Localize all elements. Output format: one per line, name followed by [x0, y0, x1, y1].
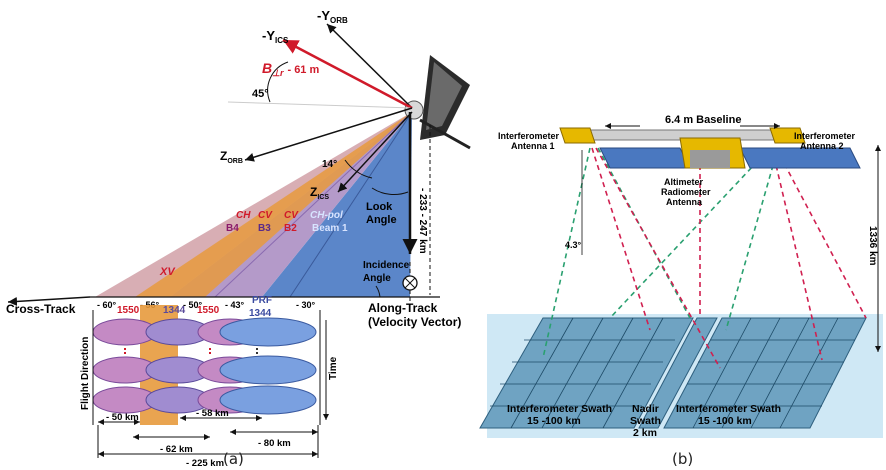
swath-right-label-2: 15 -100 km	[698, 415, 752, 427]
angle-4-3-label: 4.3°	[565, 240, 582, 250]
flight-direction-label: Flight Direction	[80, 337, 91, 410]
along-track-label-1: Along-Track	[368, 301, 438, 315]
swath-left-label-2: 15 -100 km	[527, 415, 581, 427]
swath-left-label-1: Interferometer Swath	[507, 403, 612, 415]
z-orb-label: ZORB	[220, 149, 243, 165]
prf-1344-a: 1344	[163, 305, 186, 316]
angle-tick-60: - 60°	[97, 300, 117, 310]
cross-track-label: Cross-Track	[6, 302, 76, 316]
height-1336-label: 1336 km	[867, 226, 878, 266]
baseline-label: 6.4 m Baseline	[665, 114, 741, 126]
swath-right-grid	[663, 317, 867, 429]
altimeter-label-3: Antenna	[666, 197, 703, 207]
beam-b4-pol: CH	[236, 210, 251, 221]
dist-58-km: - 58 km	[196, 408, 229, 419]
beam-fan-orange	[135, 112, 412, 297]
z-ics-label: ZICS	[310, 185, 329, 201]
angle-tick-30: - 30°	[296, 300, 316, 310]
antenna-2-label-2: Antenna 2	[800, 141, 844, 151]
nadir-label-2: Swath	[630, 415, 661, 427]
along-track-label-2: (Velocity Vector)	[368, 315, 461, 329]
beam-b2-pol: CV	[284, 210, 299, 221]
footprint-diagram	[92, 305, 329, 425]
beam-b2-label: B2	[284, 223, 297, 234]
b-perp-label: B⊥r - 61 m	[262, 60, 319, 78]
panel-b: 6.4 m Baseline Interferometer Antenna 1 …	[479, 114, 883, 439]
beam-fan-pink	[95, 112, 412, 297]
dist-62-km: - 62 km	[160, 444, 193, 455]
look-angle-label-2: Angle	[366, 214, 397, 226]
nadir-label-1: Nadir	[632, 403, 659, 415]
incidence-angle-label-1: Incidence	[363, 260, 410, 271]
look-angle-label-1: Look	[366, 201, 393, 213]
altimeter-label-1: Altimeter	[664, 177, 704, 187]
prf-1550-a: 1550	[117, 305, 140, 316]
beam-xv-label: XV	[159, 266, 176, 278]
altimeter-label-2: Radiometer	[661, 187, 711, 197]
incidence-angle-label-2: Angle	[363, 273, 391, 284]
swath-left-grid	[479, 317, 694, 429]
antenna-1-label-1: Interferometer	[498, 131, 560, 141]
altitude-range-label: - 233 - 247 km	[417, 188, 428, 254]
prf-label: PRF	[252, 295, 272, 306]
panel-a: -YORB -YICS B⊥r - 61 m 45° ZORB 14° ZICS …	[6, 8, 471, 469]
satellite-b	[559, 127, 861, 169]
dist-225-km: - 225 km	[186, 458, 224, 469]
angle-tick-50: - 50°	[183, 300, 203, 310]
time-label: Time	[328, 356, 339, 380]
prf-1550-b: 1550	[197, 305, 220, 316]
swath-right-label-1: Interferometer Swath	[676, 403, 781, 415]
dist-80-km: - 80 km	[258, 438, 291, 449]
angle-14-label: 14°	[322, 159, 337, 170]
beam-b3-pol: CV	[258, 210, 273, 221]
beam-1-pol: CH-pol	[310, 210, 343, 221]
beam-b3-label: B3	[258, 223, 271, 234]
nadir-swath	[638, 317, 718, 429]
prf-1344-b: 1344	[249, 308, 272, 319]
y-ics-label: -YICS	[262, 28, 289, 45]
angle-tick-43: - 43°	[225, 300, 245, 310]
antenna-1-label-2: Antenna 1	[511, 141, 555, 151]
antenna-2-label-1: Interferometer	[794, 131, 856, 141]
beam-b4-label: B4	[226, 223, 239, 234]
y-orb-label: -YORB	[317, 8, 348, 25]
caption-a: (a)	[223, 450, 244, 468]
beam-1-label: Beam 1	[312, 223, 348, 234]
angle-45-label: 45°	[252, 88, 269, 100]
dist-50-km: - 50 km	[106, 412, 139, 423]
nadir-label-3: 2 km	[633, 427, 657, 439]
satellite-a	[404, 55, 471, 150]
caption-b: (b)	[672, 450, 693, 468]
